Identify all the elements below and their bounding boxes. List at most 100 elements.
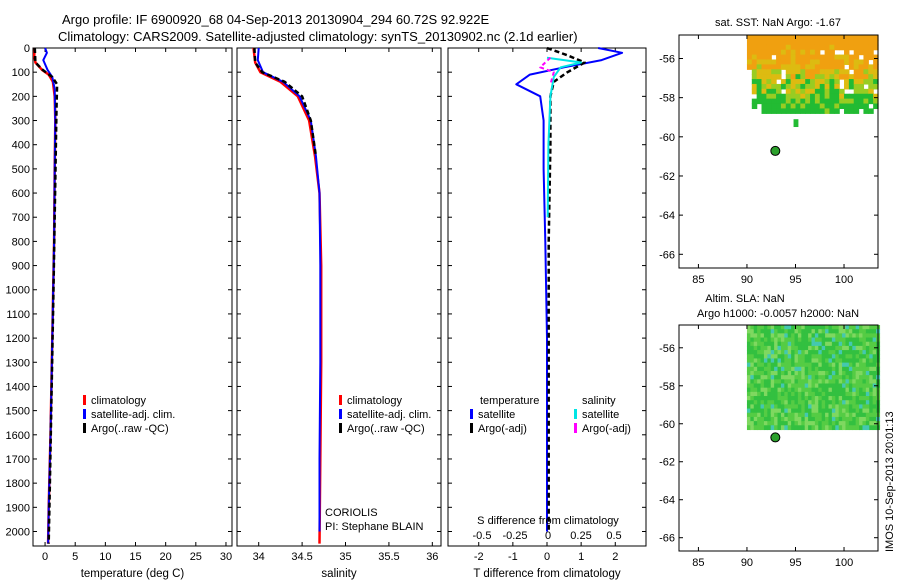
heatmap-cell [777,350,782,355]
heatmap-cell [852,387,857,393]
heatmap-cell [825,425,830,431]
heatmap-cell [814,59,821,65]
heatmap-cell [865,412,870,418]
panel-frame-salinity [236,47,442,547]
heatmap-cell [862,396,867,401]
heatmap-cell [855,396,860,401]
heatmap-cell [794,325,799,330]
heatmap-cell [842,412,847,418]
heatmap-cell [852,375,857,380]
heatmap-cell [818,350,823,355]
heatmap-cell [869,408,874,414]
heatmap-cell [868,54,874,61]
heatmap-cell [791,325,796,330]
annotation-coriolis: CORIOLIS [325,507,378,519]
heatmap-cell [848,325,853,330]
heatmap-cell [777,408,782,414]
heatmap-cell [811,362,816,368]
legend-label-temperature: Argo(..raw -QC) [91,423,169,435]
heatmap-cell [814,325,819,330]
heatmap-cell [828,329,833,334]
heatmap-cell [858,74,865,80]
heatmap-cell [771,74,777,80]
heatmap-cell [761,93,767,100]
heatmap-cell [800,44,806,51]
heatmap-cell [824,93,831,100]
heatmap-cell [818,329,823,334]
heatmap-cell [753,391,758,397]
heatmap-cell [787,333,792,339]
heatmap-cell [766,39,772,46]
heatmap-cell [787,325,792,330]
heatmap-cell [801,416,806,422]
heatmap-cell [797,421,802,426]
heatmap-cell [760,412,765,418]
heatmap-cell [757,408,762,414]
heatmap-cell [785,79,792,85]
heatmap-cell [777,341,782,347]
heatmap-cell [825,337,830,343]
heatmap-cell [805,69,811,75]
heatmap-cell [862,404,867,410]
heatmap-cell [868,88,874,95]
salinity-diff-tick-label: 0.5 [606,530,621,542]
heatmap-cell [751,83,758,90]
timestamp-stamp: IMOS 10-Sep-2013 20:01:13 [884,411,896,552]
heatmap-cell [774,375,779,380]
legend-label-salinity: Argo(..raw -QC) [347,423,425,435]
heatmap-cell [797,341,802,347]
title-line-2: Climatology: CARS2009. Satellite-adjuste… [58,29,578,44]
heatmap-cell [819,93,826,100]
heatmap-cell [818,396,823,401]
heatmap-cell [761,64,767,70]
heatmap-cell [872,329,877,334]
x-tick-label: 30 [220,551,232,563]
heatmap-cell [794,329,799,334]
heatmap-cell [787,341,792,347]
heatmap-cell [814,408,819,414]
heatmap-cell [780,379,785,385]
heatmap-cell [756,54,763,61]
heatmap-cell [808,421,813,426]
heatmap-cell [853,35,860,41]
heatmap-cell [814,74,821,80]
heatmap-cell [776,83,782,90]
heatmap-cell [774,329,779,334]
heatmap-cell [795,35,801,41]
heatmap-cell [868,83,874,90]
heatmap-cell [801,366,806,372]
heatmap-cell [839,103,845,110]
heatmap-cell [808,412,813,418]
heatmap-cell [791,375,796,380]
heatmap-cell [753,396,758,401]
heatmap-cells-sla_map [746,325,881,431]
heatmap-cell [790,39,797,46]
heatmap-cell [777,412,782,418]
heatmap-cell [785,49,792,56]
heatmap-cell [760,333,765,339]
heatmap-cell [787,416,792,422]
heatmap-cell [814,69,821,75]
heatmap-cell [848,379,853,385]
heatmap-cell [805,64,811,70]
heatmap-cell [805,79,811,85]
heatmap-cell [801,329,806,334]
heatmap-cell [805,39,811,46]
heatmap-cell [751,88,758,95]
heatmap-cell [777,421,782,426]
heatmap-cell [859,333,864,339]
heatmap-cell [848,79,855,85]
heatmap-cell [818,370,823,376]
heatmap-cell [848,64,855,70]
heatmap-cell [776,93,782,100]
heatmap-cell [834,64,840,70]
heatmap-cell [831,337,836,343]
map-y-tick-label: -62 [659,171,675,183]
heatmap-cell [753,412,758,418]
heatmap-cell [858,98,865,105]
heatmap-cell [801,362,806,368]
heatmap-cell [763,400,768,405]
heatmap-cell [771,59,777,65]
heatmap-cell [814,354,819,360]
